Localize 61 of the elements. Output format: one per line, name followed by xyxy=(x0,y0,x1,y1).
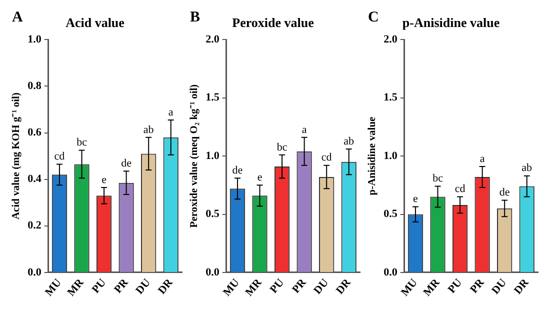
y-tick-label: 1.0 xyxy=(384,150,398,162)
annotation: ab xyxy=(344,135,355,148)
x-tick-label: PU xyxy=(268,276,287,296)
y-tick-label: 0.6 xyxy=(28,126,42,139)
annotation: bc xyxy=(76,136,88,149)
x-tick-label: MR xyxy=(65,276,87,299)
y-tick-label: 1.0 xyxy=(28,33,42,46)
annotation: cd xyxy=(321,152,332,164)
annotation: bc xyxy=(276,141,288,154)
y-axis-title: Peroxide value (meq O₂ kg⁻¹ oil) xyxy=(189,84,200,228)
x-tick-label: PR xyxy=(468,276,488,296)
annotation: e xyxy=(102,174,107,186)
y-tick-label: 0.5 xyxy=(384,208,398,220)
chart-title: Peroxide value xyxy=(232,15,314,30)
text: B xyxy=(190,9,200,26)
annotation: e xyxy=(257,172,262,184)
annotation: e xyxy=(413,193,418,206)
y-axis-title: Acid value (mg KOH g⁻¹ oil) xyxy=(11,92,22,220)
y-tick-label: 0.8 xyxy=(28,80,42,92)
annotation: de xyxy=(232,164,243,177)
text: A xyxy=(12,9,23,26)
text: C xyxy=(368,9,379,26)
y-tick-label: 2.0 xyxy=(384,33,398,46)
x-tick-label: DU xyxy=(312,276,332,297)
annotation: de xyxy=(121,158,132,170)
x-tick-label: MR xyxy=(243,276,265,299)
annotation: de xyxy=(499,186,510,199)
y-tick-label: 0.0 xyxy=(384,266,398,278)
annotation: cd xyxy=(454,183,466,196)
y-axis-title: p-Anisidine value xyxy=(367,116,378,196)
y-tick-label: 1.5 xyxy=(206,92,220,104)
y-tick-label: 0.4 xyxy=(28,173,42,186)
x-tick-label: MU xyxy=(220,276,242,299)
annotation: a xyxy=(168,106,174,118)
annotation: cd xyxy=(54,150,66,163)
x-tick-label: MU xyxy=(42,276,64,299)
chart-title: Acid value xyxy=(66,15,125,30)
x-tick-label: MR xyxy=(421,276,443,299)
x-tick-label: PR xyxy=(112,276,132,296)
x-tick-label: DR xyxy=(334,276,354,297)
y-tick-label: 0.5 xyxy=(206,208,220,220)
x-tick-label: PR xyxy=(290,276,310,296)
annotation: ab xyxy=(143,124,154,136)
y-tick-label: 0.2 xyxy=(28,220,42,232)
x-tick-label: DU xyxy=(134,276,154,297)
x-tick-label: MU xyxy=(398,276,420,299)
x-tick-label: DR xyxy=(512,276,532,297)
x-tick-label: DR xyxy=(156,276,176,297)
annotation: a xyxy=(302,124,307,136)
annotation: a xyxy=(480,152,485,165)
y-tick-label: 1.0 xyxy=(206,150,220,162)
x-tick-label: DU xyxy=(490,276,510,297)
chart-title: p-Anisidine value xyxy=(402,15,500,30)
x-tick-label: PU xyxy=(90,276,109,296)
y-tick-label: 2.0 xyxy=(206,33,220,46)
annotation: ab xyxy=(522,162,533,174)
y-tick-label: 1.5 xyxy=(384,92,398,104)
x-tick-label: PU xyxy=(446,276,465,296)
y-tick-label: 0.0 xyxy=(28,266,42,278)
annotation: bc xyxy=(432,172,444,185)
y-tick-label: 0.0 xyxy=(206,266,220,278)
